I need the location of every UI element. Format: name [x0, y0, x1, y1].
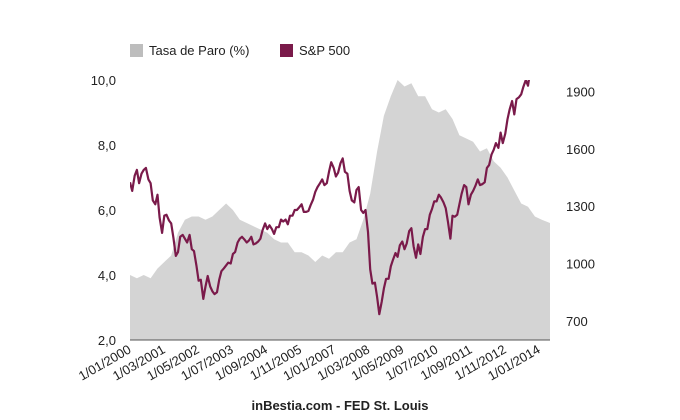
chart-source: inBestia.com - FED St. Louis — [252, 398, 429, 413]
legend-swatch-unemployment — [130, 44, 143, 57]
legend-label-unemployment: Tasa de Paro (%) — [149, 43, 249, 58]
left-axis: 2,0 4,0 6,0 8,0 10,0 — [91, 73, 116, 348]
right-tick-label: 1900 — [566, 85, 595, 100]
legend-label-sp500: S&P 500 — [299, 43, 350, 58]
unemployment-area — [130, 80, 550, 340]
right-tick-label: 1000 — [566, 257, 595, 272]
sp500-line — [130, 80, 530, 316]
left-tick-label: 2,0 — [98, 333, 116, 348]
right-axis: 700 1000 1300 1600 1900 — [566, 85, 595, 329]
right-tick-label: 1300 — [566, 199, 595, 214]
legend: Tasa de Paro (%) S&P 500 — [130, 43, 350, 58]
x-axis: 1/01/20001/03/20011/05/20021/07/20031/09… — [76, 342, 543, 384]
right-tick-label: 700 — [566, 314, 588, 329]
legend-swatch-sp500 — [280, 44, 293, 57]
right-tick-label: 1600 — [566, 142, 595, 157]
left-tick-label: 10,0 — [91, 73, 116, 88]
left-tick-label: 8,0 — [98, 138, 116, 153]
left-tick-label: 6,0 — [98, 203, 116, 218]
left-tick-label: 4,0 — [98, 268, 116, 283]
